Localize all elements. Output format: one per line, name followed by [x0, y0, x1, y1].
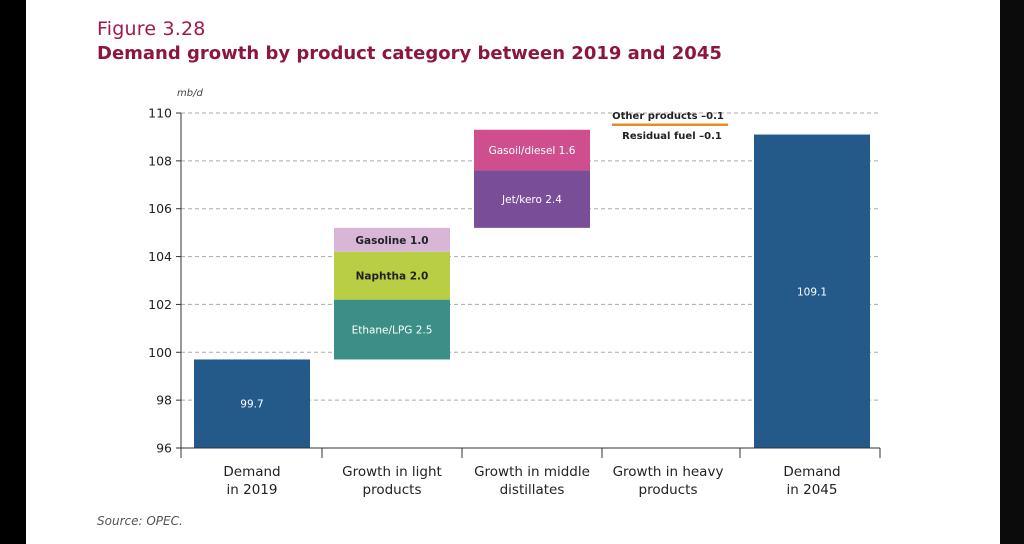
- x-category-label-demand-2019: Demand in 2019: [223, 464, 280, 498]
- bar-label-ethane-lpg: Ethane/LPG 2.5: [352, 325, 433, 337]
- bar-label-gasoil-diesel: Gasoil/diesel 1.6: [489, 145, 576, 157]
- bar-gasoline: [334, 227, 450, 252]
- x-category-label-demand-2045: Demand in 2045: [783, 464, 840, 498]
- y-tick-label: 106: [148, 201, 172, 216]
- bar-gasoil-diesel: [474, 129, 590, 171]
- figure-title: Demand growth by product category betwee…: [97, 43, 722, 64]
- y-unit-label: mb/d: [177, 88, 203, 99]
- figure-label: Figure 3.28: [97, 18, 206, 40]
- bar-ethane-lpg: [334, 299, 450, 360]
- y-tick-label: 98: [156, 393, 172, 408]
- y-tick-label: 110: [148, 106, 172, 121]
- y-tick-label: 100: [148, 345, 172, 360]
- bar-label-demand-2045: 109.1: [797, 286, 827, 298]
- x-category-label-line: products: [639, 482, 698, 498]
- bars: [194, 123, 870, 449]
- bar-demand-2045: [754, 134, 870, 449]
- source-note: Source: OPEC.: [97, 514, 183, 528]
- bar-jet-kero: [474, 170, 590, 228]
- x-category-label-line: Demand: [223, 464, 280, 480]
- x-category-label-light: Growth in light products: [342, 464, 442, 498]
- y-tick-label: 96: [156, 441, 172, 456]
- x-category-label-line: in 2019: [227, 482, 278, 498]
- label-other-products: Other products –0.1: [612, 111, 724, 122]
- bar-demand-2019: [194, 359, 310, 448]
- y-tick-label: 102: [148, 297, 172, 312]
- label-residual-fuel: Residual fuel –0.1: [622, 131, 722, 142]
- x-category-label-line: distillates: [500, 482, 565, 498]
- x-category-label-heavy: Growth in heavy products: [613, 464, 724, 498]
- labels: mb/d 96 98 100 102 104 106 108 110 99.7 Ethane/LPG…: [148, 88, 840, 498]
- x-category-label-line: Growth in light: [342, 464, 442, 480]
- bar-label-demand-2019: 99.7: [240, 399, 263, 411]
- y-tick-label: 104: [148, 249, 172, 264]
- axes: [176, 112, 881, 458]
- bar-label-jet-kero: Jet/kero 2.4: [501, 194, 562, 206]
- bar-naphtha: [334, 251, 450, 300]
- x-category-label-line: in 2045: [787, 482, 838, 498]
- screen-edge: [1000, 0, 1024, 544]
- bar-label-naphtha: Naphtha 2.0: [356, 271, 429, 283]
- x-category-label-middle: Growth in middle distillates: [474, 464, 590, 498]
- x-category-label-line: Growth in middle: [474, 464, 590, 480]
- x-category-label-line: products: [363, 482, 422, 498]
- y-tick-label: 108: [148, 153, 172, 168]
- x-category-label-line: Growth in heavy: [613, 464, 724, 480]
- bar-label-gasoline: Gasoline 1.0: [355, 235, 428, 247]
- x-category-label-line: Demand: [783, 464, 840, 480]
